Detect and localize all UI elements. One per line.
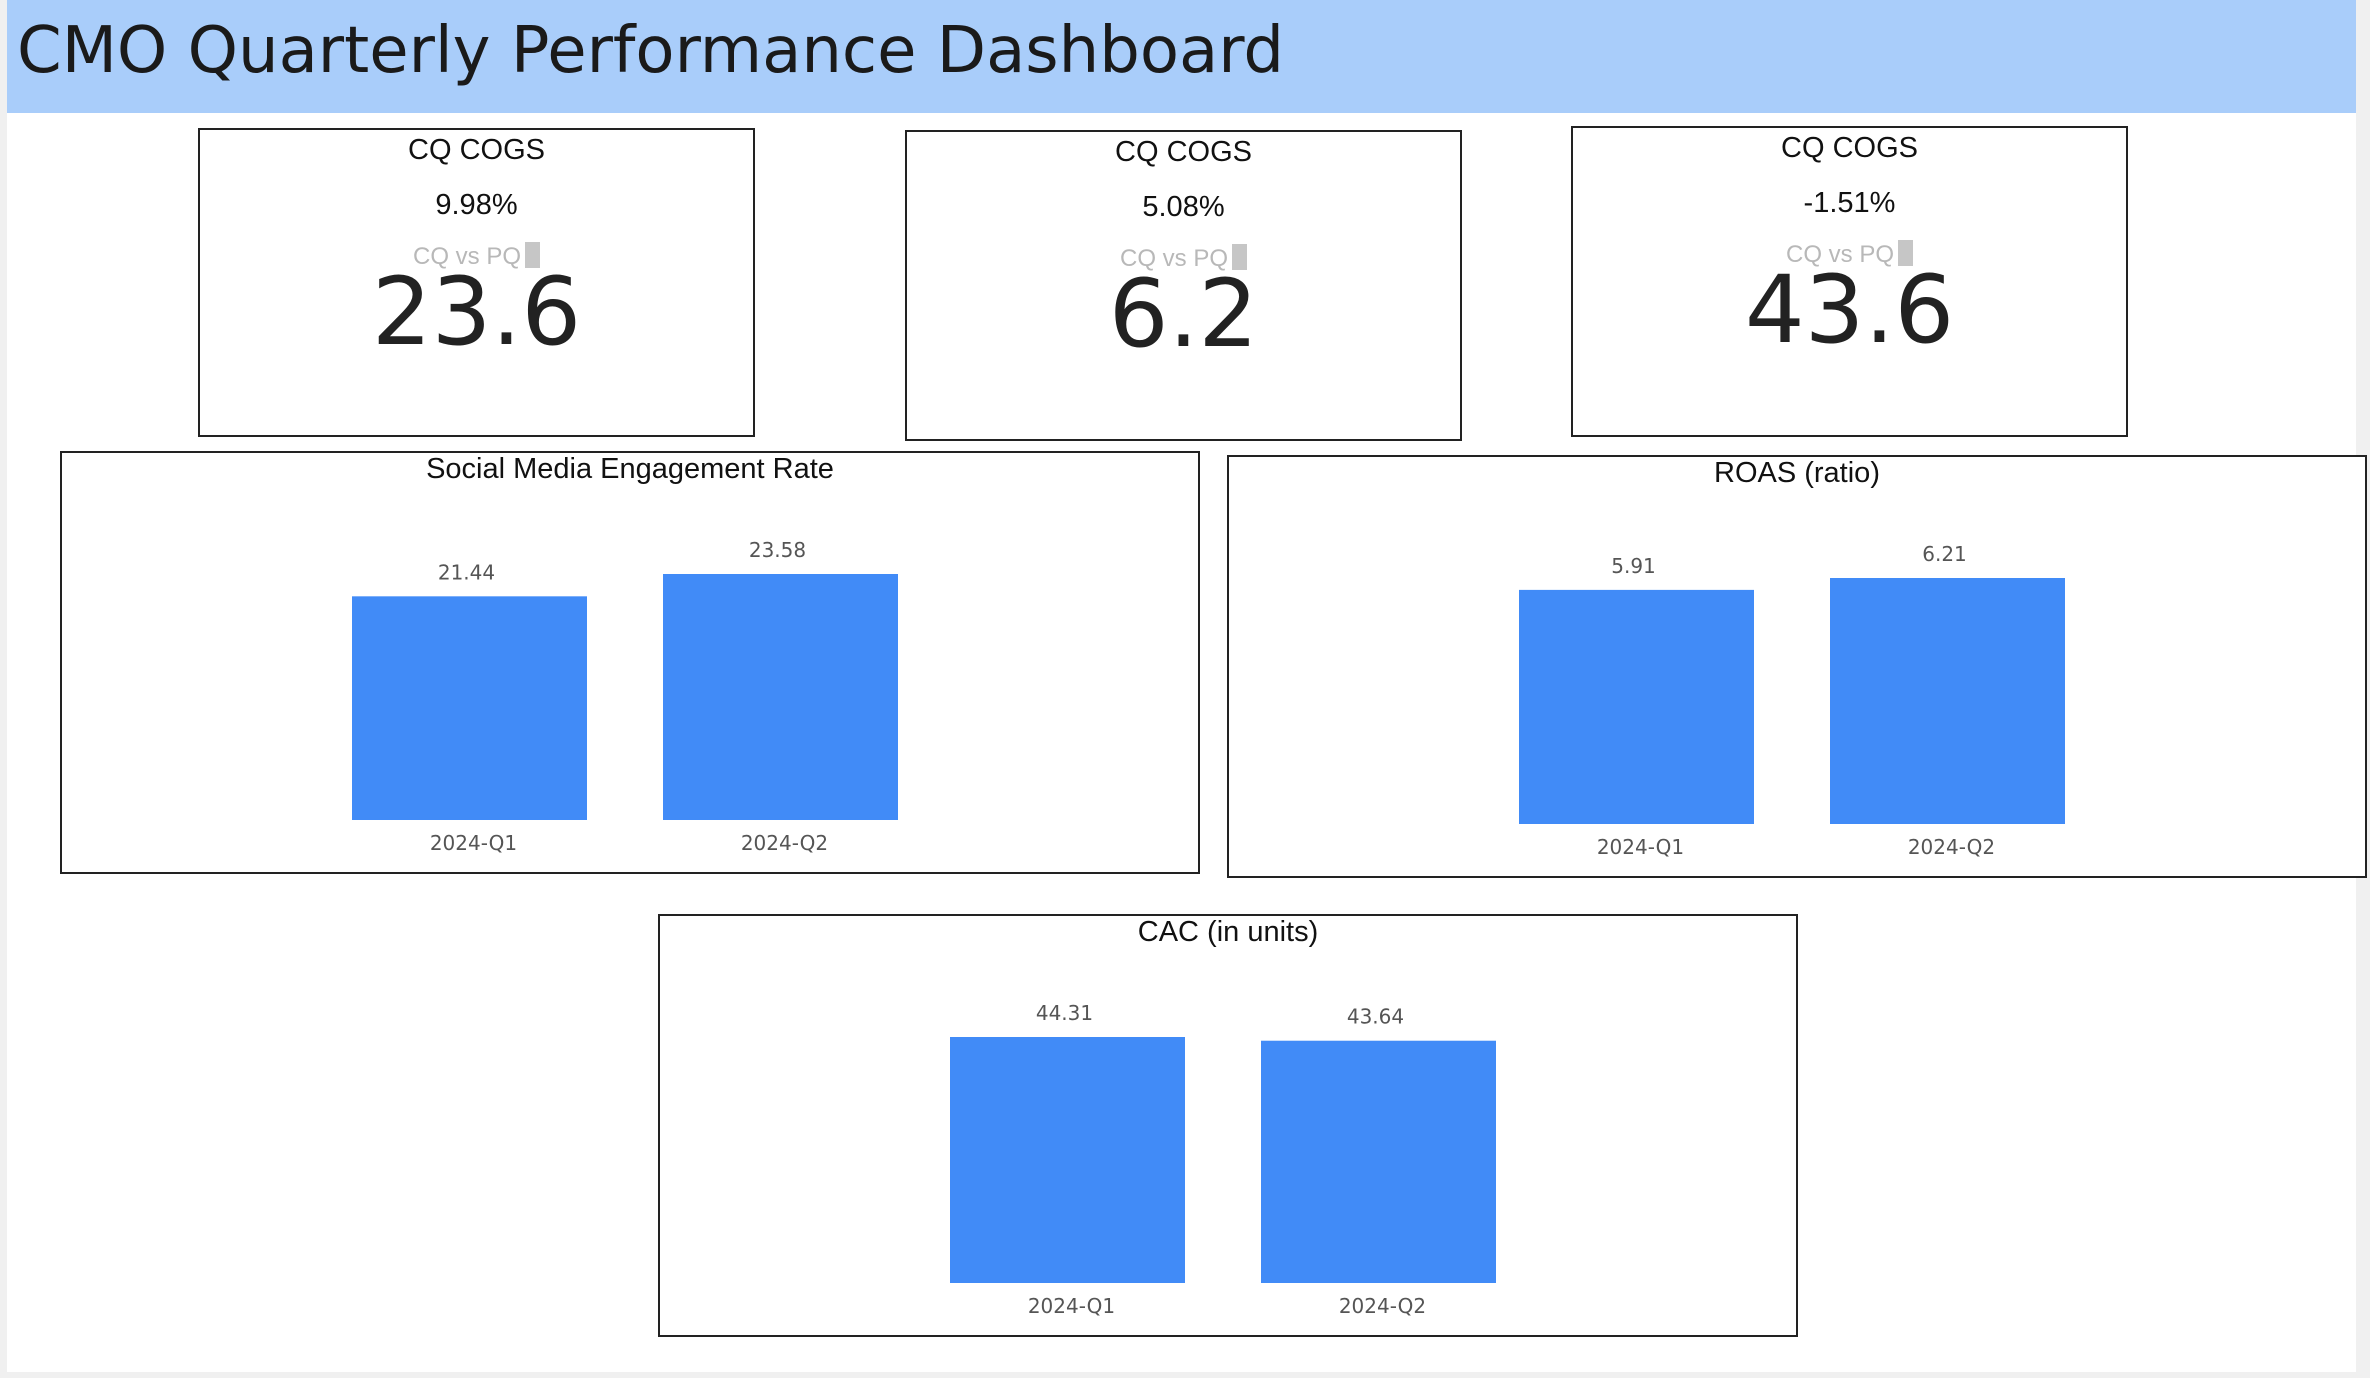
kpi-card-title: CQ COGS <box>907 136 1460 169</box>
bar-2024-Q2[interactable] <box>1261 1041 1496 1283</box>
category-tick-label: 2024-Q2 <box>1908 835 1995 859</box>
kpi-pct-change: 9.98% <box>200 189 753 222</box>
kpi-value: 6.2 <box>907 260 1460 369</box>
category-tick-label: 2024-Q2 <box>1339 1294 1426 1318</box>
chart-engagement-rate[interactable]: Social Media Engagement Rate 21.44 2024-Q… <box>60 451 1200 874</box>
kpi-value: 23.6 <box>200 258 753 367</box>
kpi-card-1[interactable]: CQ COGS 9.98% CQ vs PQ 23.6 <box>198 128 755 437</box>
category-tick-label: 2024-Q1 <box>430 831 517 855</box>
kpi-card-3[interactable]: CQ COGS -1.51% CQ vs PQ 43.6 <box>1571 126 2128 437</box>
chart-roas[interactable]: ROAS (ratio) 5.91 2024-Q1 6.21 2024-Q2 <box>1227 455 2367 878</box>
kpi-pct-change: -1.51% <box>1573 187 2126 220</box>
kpi-value: 43.6 <box>1573 256 2126 365</box>
dashboard-canvas: CMO Quarterly Performance Dashboard CQ C… <box>7 0 2356 1372</box>
data-label: 44.31 <box>1036 1001 1093 1025</box>
category-tick-label: 2024-Q2 <box>741 831 828 855</box>
kpi-pct-change: 5.08% <box>907 191 1460 224</box>
data-label: 23.58 <box>749 538 806 562</box>
page-title: CMO Quarterly Performance Dashboard <box>17 14 1284 88</box>
bar-2024-Q2[interactable] <box>663 574 898 820</box>
bar-2024-Q2[interactable] <box>1830 578 2065 824</box>
kpi-card-title: CQ COGS <box>200 134 753 167</box>
data-label: 6.21 <box>1922 542 1967 566</box>
category-tick-label: 2024-Q1 <box>1597 835 1684 859</box>
bar-2024-Q1[interactable] <box>950 1037 1185 1283</box>
chart-cac[interactable]: CAC (in units) 44.31 2024-Q1 43.64 2024-Q2 <box>658 914 1798 1337</box>
bar-2024-Q1[interactable] <box>1519 590 1754 824</box>
category-tick-label: 2024-Q1 <box>1028 1294 1115 1318</box>
chart-engagement-svg: 21.44 2024-Q1 23.58 2024-Q2 <box>62 453 1202 876</box>
data-label: 5.91 <box>1611 554 1656 578</box>
data-label: 43.64 <box>1347 1005 1404 1029</box>
chart-cac-svg: 44.31 2024-Q1 43.64 2024-Q2 <box>660 916 1800 1339</box>
kpi-card-title: CQ COGS <box>1573 132 2126 165</box>
chart-roas-svg: 5.91 2024-Q1 6.21 2024-Q2 <box>1229 457 2369 880</box>
header-bar: CMO Quarterly Performance Dashboard <box>7 0 2356 113</box>
data-label: 21.44 <box>438 560 495 584</box>
bar-2024-Q1[interactable] <box>352 596 587 820</box>
kpi-card-2[interactable]: CQ COGS 5.08% CQ vs PQ 6.2 <box>905 130 1462 441</box>
